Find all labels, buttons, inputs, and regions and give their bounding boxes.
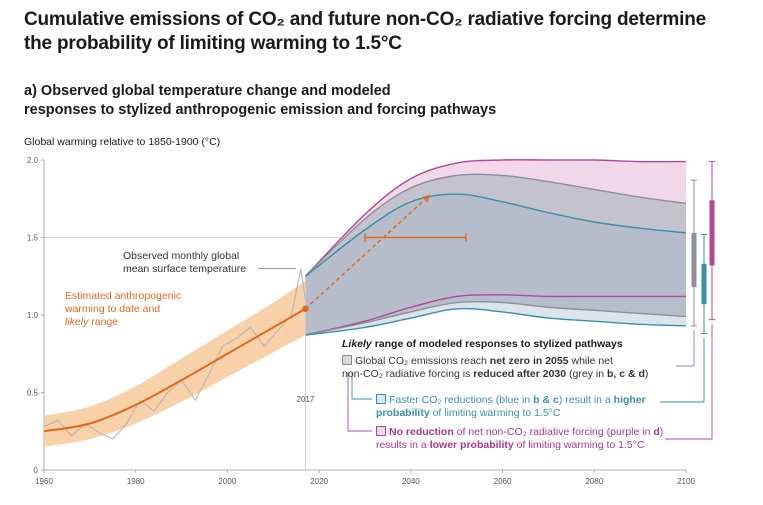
blue-connector <box>660 337 705 403</box>
x-tick-label: 2000 <box>219 477 237 486</box>
observed-line-1: Observed monthly global <box>123 250 240 262</box>
pathway-upper-grey <box>304 173 687 277</box>
x-tick-label: 1960 <box>35 477 53 486</box>
title-line-1: Cumulative emissions of CO₂ and future n… <box>24 9 706 30</box>
page-title: Cumulative emissions of CO₂ and future n… <box>24 8 754 56</box>
pathway-lower-grey <box>305 301 687 336</box>
blue-line-2: probability of limiting warming to 1.5°C <box>376 407 646 420</box>
purple-swatch <box>376 426 386 436</box>
purple-d: ) <box>659 426 664 438</box>
pathway-lower-purple <box>305 294 686 336</box>
y-tick-label: 1.5 <box>27 234 39 243</box>
likely-heading: Likely range of modeled responses to sty… <box>342 338 623 351</box>
range-bar-box-blue <box>701 263 707 305</box>
grey-swatch <box>342 355 352 365</box>
subtitle-line-1: a) Observed global temperature change an… <box>24 83 391 99</box>
range-bar-box-purple <box>709 200 715 266</box>
pathway-upper-purple <box>304 159 687 277</box>
band-blue <box>305 194 686 336</box>
grey-a: Global CO₂ emissions reach <box>355 355 490 367</box>
range-bar-box-grey <box>691 232 697 288</box>
grey-d: non-CO₂ radiative forcing is <box>342 368 474 380</box>
blue-c: ) result in a <box>558 394 614 406</box>
panel-subtitle: a) Observed global temperature change an… <box>24 82 624 120</box>
estimated-likely: likely <box>65 316 89 328</box>
blue-line-1: Faster CO₂ reductions (blue in b & c) re… <box>376 394 646 407</box>
y-tick-label: 2.0 <box>27 156 39 165</box>
x-tick-label: 1980 <box>127 477 145 486</box>
grey-connector <box>676 329 695 367</box>
grey-f: (grey in <box>566 368 607 380</box>
likely-italic: Likely <box>342 338 372 350</box>
grey-b: net zero in 2055 <box>489 355 569 367</box>
purple-line-2: results in a lower probability of limiti… <box>376 439 663 452</box>
purple-sub-arrow <box>347 372 372 432</box>
title-line-2: the probability of limiting warming to 1… <box>24 33 402 54</box>
estimated-annotation: Estimated anthropogenic warming to date … <box>65 290 181 329</box>
blue-f: of limiting warming to 1.5°C <box>429 407 561 419</box>
pathway-lower-blue <box>305 307 687 336</box>
grey-line-2: non-CO₂ radiative forcing is reduced aft… <box>342 368 648 381</box>
grey-g: b, c & d <box>606 368 645 380</box>
x-tick-label: 2060 <box>494 477 512 486</box>
grey-e: reduced after 2030 <box>473 368 567 380</box>
blue-e: probability <box>376 407 430 419</box>
pathway-upper-blue <box>304 193 687 277</box>
x-tick-label: 2040 <box>402 477 420 486</box>
blue-sub-arrow <box>351 372 372 400</box>
estimated-line-1: Estimated anthropogenic <box>65 290 182 302</box>
subtitle-line-2: responses to stylized anthropogenic emis… <box>24 102 497 118</box>
estimated-range: range <box>88 316 119 328</box>
band-grey <box>305 174 686 336</box>
anthropogenic-likely-band <box>44 280 306 447</box>
y-tick-label: 0.5 <box>27 389 39 398</box>
likely-rest: range of modeled responses to stylized p… <box>371 338 623 350</box>
y-tick-label: 1.0 <box>27 311 39 320</box>
purple-b: of net non-CO₂ radiative forcing (purple… <box>453 426 654 438</box>
x-tick-label: 2020 <box>310 477 328 486</box>
observed-line-2: mean surface temperature <box>123 263 247 275</box>
blue-a: Faster CO₂ reductions (blue in <box>389 394 534 406</box>
blue-swatch <box>376 394 386 404</box>
purple-line-1: No reduction of net non-CO₂ radiative fo… <box>376 426 663 439</box>
anthropogenic-central-line <box>43 307 306 433</box>
estimated-line-2: warming to date and <box>65 303 161 315</box>
blue-legend: Faster CO₂ reductions (blue in b & c) re… <box>376 394 646 420</box>
y-axis-label: Global warming relative to 1850-1900 (°C… <box>24 136 221 148</box>
grey-legend: Global CO₂ emissions reach net zero in 2… <box>342 355 648 381</box>
purple-connector <box>665 323 713 440</box>
purple-f: lower probability <box>429 439 514 451</box>
projection-arrow-head <box>422 194 431 203</box>
purple-c: d <box>653 426 660 438</box>
purple-legend: No reduction of net non-CO₂ radiative fo… <box>376 426 663 452</box>
grey-line-1: Global CO₂ emissions reach net zero in 2… <box>342 355 648 368</box>
estimated-line-3: likely range <box>65 316 181 329</box>
marker-2017-label: 2017 <box>296 395 314 404</box>
grey-c: while net <box>568 355 613 367</box>
observed-annotation: Observed monthly global mean surface tem… <box>123 250 246 276</box>
grey-h: ) <box>644 368 649 380</box>
purple-e: results in a <box>376 439 430 451</box>
x-tick-label: 2080 <box>585 477 603 486</box>
x-tick-label: 2100 <box>677 477 695 486</box>
purple-a: No reduction <box>389 426 454 438</box>
blue-d: higher <box>613 394 646 406</box>
blue-b: b & c <box>533 394 559 406</box>
y-tick-label: 0 <box>34 466 39 475</box>
purple-g: of limiting warming to 1.5°C <box>513 439 645 451</box>
